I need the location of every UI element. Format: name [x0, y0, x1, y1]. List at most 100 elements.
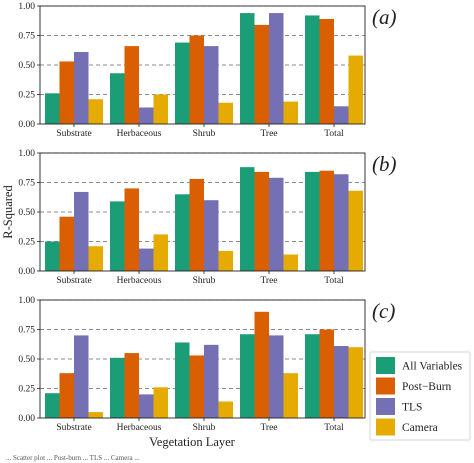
bar-substrate-all-variables: [45, 241, 60, 271]
x-tick-label: Shrub: [193, 423, 216, 433]
bar-total-post-burn: [319, 329, 334, 418]
x-tick-label: Shrub: [193, 276, 216, 286]
figure-caption: ... Scatter plot ... Post-burn ... TLS .…: [6, 454, 140, 462]
bar-herbaceous-tls: [139, 394, 154, 418]
plot-frame: [39, 299, 366, 419]
bar-substrate-camera: [88, 99, 103, 124]
bar-substrate-post-burn: [59, 216, 74, 271]
x-tick-label: Total: [324, 423, 344, 433]
legend-entry: All Variables: [402, 361, 463, 373]
x-axis-label: Vegetation Layer: [149, 435, 236, 449]
bar-total-tls: [334, 106, 349, 124]
bar-shrub-all-variables: [175, 342, 190, 418]
bar-herbaceous-camera: [153, 234, 168, 271]
bar-tree-all-variables: [240, 13, 255, 124]
legend-entry: Camera: [402, 422, 438, 434]
bar-tree-tls: [269, 13, 284, 124]
bar-substrate-tls: [74, 191, 89, 271]
bar-herbaceous-post-burn: [124, 46, 139, 125]
y-tick-label: 0.00: [18, 267, 35, 277]
x-tick-label: Substrate: [56, 423, 91, 433]
bar-total-post-burn: [319, 170, 334, 271]
bar-herbaceous-post-burn: [124, 188, 139, 271]
plot-frame: [39, 5, 366, 125]
legend-swatch: [376, 357, 395, 374]
bar-herbaceous-all-variables: [110, 73, 125, 124]
panel-label: (a): [372, 5, 397, 29]
panel-2: 0.00 0.25 0.50 0.75 1.00 Substrate Herbaceous S…: [18, 149, 396, 286]
y-tick-label: 0.00: [18, 120, 35, 130]
panels: 0.00 0.25 0.50 0.75 1.00 Substrate Herbaceous S…: [18, 2, 396, 433]
x-tick-label: Total: [324, 276, 344, 286]
bar-total-camera: [348, 190, 363, 271]
bar-substrate-tls: [74, 52, 89, 124]
x-tick-label: Tree: [260, 276, 277, 286]
bar-tree-tls: [269, 177, 284, 271]
bar-shrub-tls: [204, 344, 219, 418]
bar-total-tls: [334, 174, 349, 271]
bar-substrate-tls: [74, 335, 89, 418]
x-tick-label: Herbaceous: [117, 423, 162, 433]
bar-total-all-variables: [305, 171, 320, 271]
bar-tree-camera: [283, 101, 298, 124]
panel-label: (c): [372, 299, 395, 323]
panel-label: (b): [372, 152, 397, 176]
panel-1: 0.00 0.25 0.50 0.75 1.00 Substrate Herbaceous S…: [18, 2, 396, 139]
y-tick-label: 0.50: [18, 208, 35, 218]
bar-shrub-tls: [204, 200, 219, 271]
y-tick-label: 0.00: [18, 414, 35, 424]
legend-entry: TLS: [402, 402, 422, 414]
bar-herbaceous-all-variables: [110, 357, 125, 418]
bar-herbaceous-post-burn: [124, 353, 139, 418]
bar-tree-post-burn: [254, 311, 269, 418]
bar-tree-camera: [283, 373, 298, 418]
bar-total-camera: [348, 347, 363, 418]
legend-entry: Post−Burn: [402, 381, 452, 393]
legend: All Variables Post−Burn TLS Camera: [369, 351, 471, 441]
plot-frame: [39, 152, 366, 272]
bar-shrub-camera: [218, 401, 233, 418]
y-tick-label: 0.50: [18, 61, 35, 71]
y-tick-label: 1.00: [18, 296, 35, 306]
bar-tree-camera: [283, 254, 298, 271]
legend-swatch: [376, 418, 395, 436]
y-tick-label: 0.25: [18, 238, 35, 248]
bar-shrub-post-burn: [189, 178, 204, 271]
legend-swatch: [376, 377, 395, 395]
bar-tree-all-variables: [240, 334, 255, 418]
bar-shrub-post-burn: [189, 35, 204, 124]
bar-tree-tls: [269, 335, 284, 418]
bar-total-camera: [348, 55, 363, 125]
bar-total-post-burn: [319, 18, 334, 125]
bar-shrub-all-variables: [175, 42, 190, 124]
y-tick-label: 1.00: [18, 2, 35, 12]
y-tick-label: 0.75: [18, 32, 35, 42]
x-tick-label: Substrate: [56, 276, 91, 286]
bar-shrub-all-variables: [175, 194, 190, 271]
x-tick-label: Tree: [260, 423, 277, 433]
y-tick-label: 0.25: [18, 385, 35, 395]
y-tick-label: 0.50: [18, 355, 35, 365]
bar-herbaceous-camera: [153, 94, 168, 124]
bar-substrate-all-variables: [45, 93, 60, 124]
bar-substrate-post-burn: [59, 61, 74, 124]
bar-tree-post-burn: [254, 171, 269, 271]
bar-tree-post-burn: [254, 24, 269, 125]
bar-substrate-camera: [88, 246, 103, 271]
y-tick-label: 0.25: [18, 91, 35, 101]
bar-shrub-tls: [204, 46, 219, 125]
bar-tree-all-variables: [240, 167, 255, 271]
x-tick-label: Shrub: [193, 129, 216, 139]
y-tick-label: 1.00: [18, 149, 35, 159]
bar-substrate-camera: [88, 412, 103, 418]
y-tick-label: 0.75: [18, 179, 35, 189]
x-tick-label: Total: [324, 129, 344, 139]
y-tick-label: 0.75: [18, 326, 35, 336]
y-axis-label: R-Squared: [1, 185, 15, 239]
bar-substrate-all-variables: [45, 393, 60, 418]
x-tick-label: Herbaceous: [117, 276, 162, 286]
panel-3: 0.00 0.25 0.50 0.75 1.00 Substrate Herbaceous S…: [18, 296, 395, 433]
bar-total-all-variables: [305, 334, 320, 418]
bar-substrate-post-burn: [59, 373, 74, 418]
